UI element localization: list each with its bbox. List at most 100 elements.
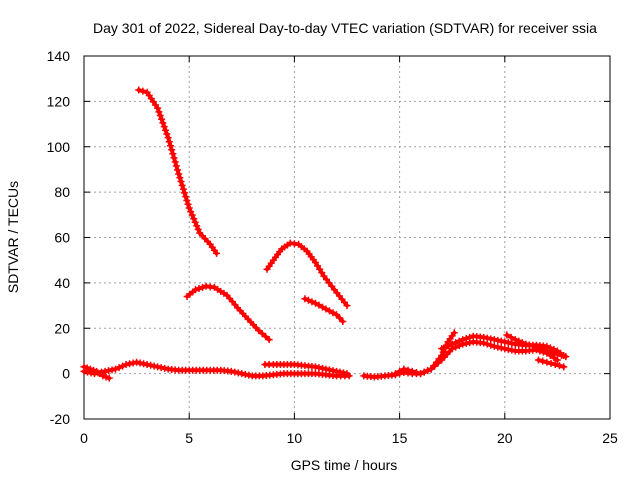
data-point-marker [408, 367, 416, 375]
data-point-marker [487, 341, 495, 349]
data-point-marker [329, 309, 337, 317]
data-point-marker [129, 359, 137, 367]
data-point-marker [441, 343, 449, 351]
data-point-marker [325, 366, 333, 374]
data-point-marker [438, 345, 446, 353]
data-point-marker [332, 367, 340, 375]
data-point-marker [336, 314, 344, 322]
y-tick-label: 120 [47, 93, 71, 109]
data-point-marker [162, 126, 170, 134]
data-point-marker [195, 285, 203, 293]
data-point-marker [179, 185, 187, 193]
data-point-marker [160, 123, 168, 131]
data-point-marker [157, 364, 165, 372]
data-point-marker [234, 369, 242, 377]
y-tick-label: -20 [50, 411, 70, 427]
data-point-marker [508, 346, 516, 354]
x-tick-label: 25 [602, 430, 618, 446]
data-point-marker [119, 362, 127, 370]
data-point-marker [147, 361, 155, 369]
data-point-marker [159, 119, 167, 127]
data-point-marker [154, 363, 162, 371]
data-point-marker [450, 329, 458, 337]
data-point-marker [115, 364, 123, 372]
data-point-marker [161, 364, 169, 372]
series-arc-1 [135, 86, 221, 257]
data-point-marker [503, 331, 511, 339]
data-point-marker [108, 366, 116, 374]
data-point-marker [445, 342, 453, 350]
data-point-marker [154, 104, 162, 112]
data-point-marker [191, 218, 199, 226]
data-point-marker [126, 360, 134, 368]
data-point-marker [497, 337, 505, 345]
data-point-marker [490, 342, 498, 350]
data-point-marker [213, 249, 221, 257]
y-tick-label: 0 [62, 366, 70, 382]
data-point-marker [556, 362, 564, 370]
data-point-marker [139, 87, 147, 95]
data-point-marker [311, 299, 319, 307]
data-point-marker [452, 339, 460, 347]
data-point-marker [518, 339, 526, 347]
data-point-marker [150, 362, 158, 370]
data-point-marker [193, 222, 201, 230]
data-point-marker [83, 364, 91, 372]
data-point-marker [487, 335, 495, 343]
y-tick-label: 20 [54, 320, 70, 336]
data-point-marker [105, 374, 113, 382]
data-marks [80, 86, 570, 382]
data-point-marker [318, 364, 326, 372]
data-point-marker [181, 189, 189, 197]
x-axis-label: GPS time / hours [291, 457, 398, 473]
data-point-marker [501, 338, 509, 346]
data-point-marker [241, 370, 249, 378]
data-point-marker [187, 208, 195, 216]
data-point-marker [99, 372, 107, 380]
data-point-marker [182, 193, 190, 201]
data-point-marker [190, 215, 198, 223]
data-point-marker [412, 368, 420, 376]
data-point-marker [163, 130, 171, 138]
data-point-marker [560, 363, 568, 371]
data-point-marker [188, 211, 196, 219]
data-point-marker [466, 333, 474, 341]
data-point-marker [396, 367, 404, 375]
y-tick-label: 40 [54, 275, 70, 291]
data-point-marker [529, 342, 537, 350]
data-point-marker [176, 174, 184, 182]
data-point-marker [343, 302, 351, 310]
data-point-marker [315, 301, 323, 309]
data-point-marker [177, 178, 185, 186]
data-point-marker [322, 305, 330, 313]
data-point-marker [102, 373, 110, 381]
data-point-marker [105, 367, 113, 375]
series-arc-4 [301, 295, 347, 325]
data-point-marker [539, 357, 547, 365]
data-point-marker [501, 345, 509, 353]
data-point-marker [136, 359, 144, 367]
data-point-marker [315, 364, 323, 372]
x-tick-label: 10 [287, 430, 303, 446]
data-point-marker [169, 150, 177, 158]
grid-lines [84, 56, 610, 419]
data-point-marker [553, 350, 561, 358]
data-point-marker [339, 317, 347, 325]
data-point-marker [546, 348, 554, 356]
data-point-marker [86, 365, 94, 373]
data-point-marker [175, 170, 183, 178]
series-arc-11 [503, 331, 570, 361]
y-tick-label: 140 [47, 48, 71, 64]
data-point-marker [543, 347, 551, 355]
data-point-marker [156, 112, 164, 120]
data-point-marker [112, 365, 120, 373]
data-point-marker [185, 204, 193, 212]
data-point-marker [550, 349, 558, 357]
data-point-marker [424, 367, 432, 375]
data-point-marker [80, 363, 88, 371]
data-point-marker [164, 134, 172, 142]
data-point-marker [231, 368, 239, 376]
series-arc-12 [534, 356, 568, 371]
axis-ticks [83, 55, 611, 420]
